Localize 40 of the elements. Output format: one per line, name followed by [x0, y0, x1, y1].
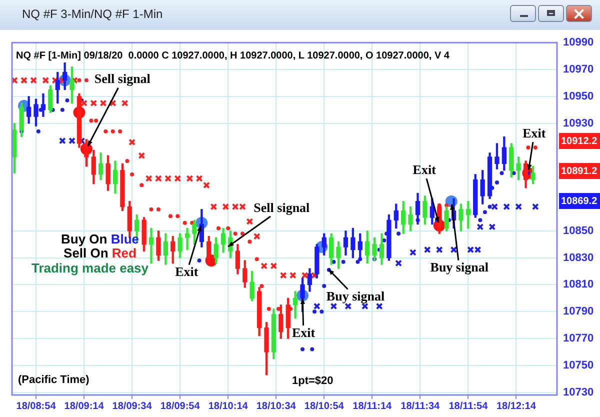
x-tick-label: 18/09:34	[112, 400, 152, 412]
y-tick-label: 10750	[563, 359, 594, 372]
annotation: Trading made easy	[31, 260, 150, 276]
annotation: Exit	[175, 264, 199, 280]
annotation: Sell signal	[254, 200, 310, 215]
annotation: 1pt=$20	[292, 375, 334, 388]
annotation: Buy signal	[326, 288, 385, 304]
annotation: Exit	[522, 125, 546, 140]
y-tick-label: 10790	[563, 306, 594, 318]
y-tick-label: 10810	[563, 278, 594, 291]
x-tick-label: 18/08:54	[16, 400, 56, 412]
annotation: (Pacific Time)	[18, 374, 90, 386]
x-tick-label: 18/10:54	[304, 400, 344, 412]
y-tick-label: 10730	[563, 386, 594, 398]
x-tick-label: 18/09:54	[160, 400, 200, 412]
annotation: Exit	[412, 162, 437, 177]
y-tick-label: 10990	[563, 36, 594, 49]
text: 10912.2	[561, 136, 598, 147]
y-tick-label: 10950	[563, 90, 594, 102]
y-tick-label: 10970	[563, 64, 594, 76]
annotation: Sell signal	[94, 71, 151, 86]
y-tick-label: 10770	[563, 332, 594, 345]
y-tick-label: 10850	[563, 224, 594, 237]
x-tick-label: 18/11:14	[352, 400, 392, 412]
chart-title: NQ #F 3-Min/NQ #F 1-Min	[22, 7, 163, 21]
x-tick-label: 18/10:34	[256, 400, 296, 412]
x-tick-label: 18/10:14	[208, 400, 248, 412]
y-tick-label: 10930	[563, 117, 594, 130]
annotation: Sell On Red	[64, 246, 137, 261]
x-tick-label: 18/09:14	[64, 400, 104, 412]
annotation: Buy On Blue	[60, 232, 140, 247]
x-tick-label: 18/11:54	[448, 400, 488, 412]
y-tick-label: 10830	[563, 252, 594, 264]
annotation: Exit	[292, 324, 316, 340]
annotation: Buy signal	[430, 260, 489, 275]
text: 10891.2	[561, 166, 598, 177]
x-tick-label: 18/11:34	[400, 400, 440, 412]
text: 10869.2	[561, 196, 598, 207]
x-tick-label: 18/12:14	[496, 400, 536, 412]
text: NQ #F [1-Min] 09/18/20 0.0000 C 10927.0000, H 10927.0000, L 10927.0000, O 10927.0000, V 4	[16, 50, 450, 62]
